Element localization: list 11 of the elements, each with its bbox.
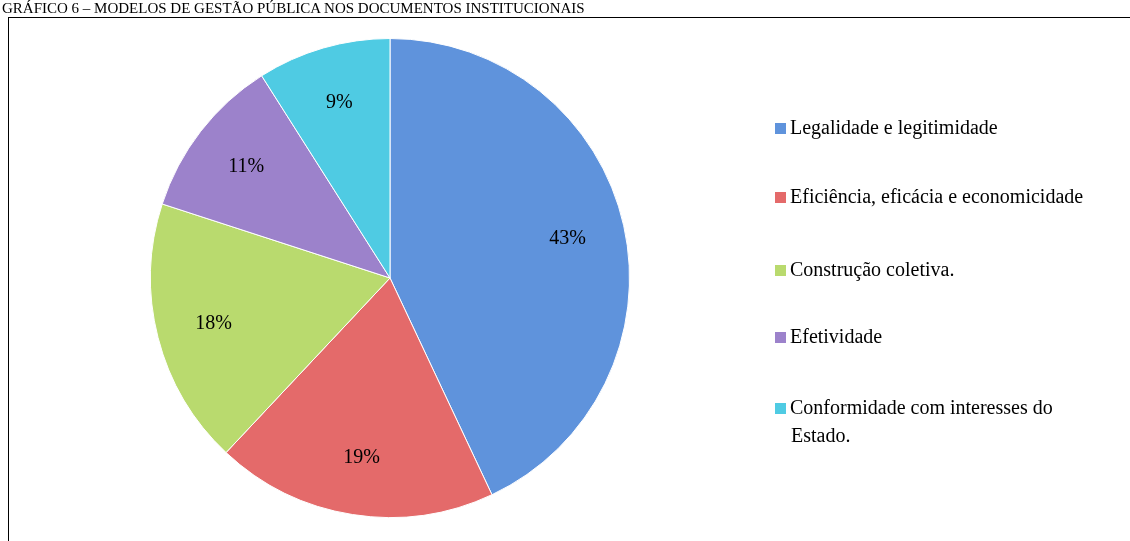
data-label: 19% bbox=[343, 445, 380, 468]
data-label: 43% bbox=[549, 225, 586, 248]
legend-label: Eficiência, eficácia e economicidade bbox=[790, 185, 1084, 207]
data-label: 11% bbox=[228, 153, 265, 176]
data-label: 18% bbox=[195, 310, 233, 333]
data-label: 9% bbox=[325, 90, 353, 113]
legend-label: Construção coletiva. bbox=[790, 258, 955, 280]
legend-label: Conformidade com interesses do Estado. bbox=[790, 396, 1053, 446]
chart-title: GRÁFICO 6 – MODELOS DE GESTÃO PÚBLICA NOS DOCUMENTOS INSTITUCIONAIS bbox=[2, 0, 585, 16]
legend-label: Legalidade e legitimidade bbox=[790, 116, 998, 138]
legend-label: Efetividade bbox=[790, 325, 883, 347]
